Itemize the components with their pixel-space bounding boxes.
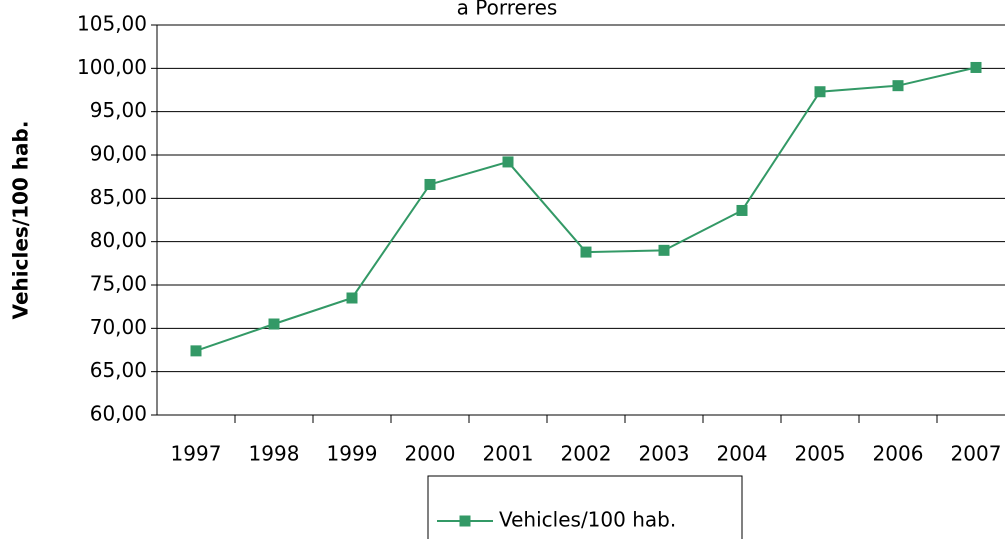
data-point [892,80,904,92]
series-line [195,66,977,352]
data-point [190,345,202,357]
y-tick-label: 85,00 [90,185,147,209]
x-tick-label: 1999 [327,442,378,466]
x-tick-label: 2005 [795,442,846,466]
data-point [814,86,826,98]
chart-title: a Porreres [457,0,558,20]
x-tick-label: 2003 [639,442,690,466]
y-tick-label: 90,00 [90,142,147,166]
x-tick-label: 2001 [483,442,534,466]
legend-box [427,475,743,539]
y-tick-label: 105,00 [77,12,147,36]
x-tick-label: 1997 [171,442,222,466]
x-tick-label: 2004 [717,442,768,466]
y-tick-label: 80,00 [90,228,147,252]
y-tick-label: 100,00 [77,55,147,79]
x-tick-label: 2007 [951,442,1002,466]
y-axis-label: Vehicles/100 hab. [9,121,33,320]
y-tick-label: 60,00 [90,402,147,426]
x-tick-label: 2006 [873,442,924,466]
legend-label: Vehicles/100 hab. [499,508,676,532]
data-point [580,246,592,258]
y-tick-label: 95,00 [90,98,147,122]
y-tick-label: 75,00 [90,272,147,296]
x-tick-label: 2000 [405,442,456,466]
y-tick-label: 65,00 [90,358,147,382]
x-tick-label: 1998 [249,442,300,466]
data-point [346,292,358,304]
y-tick-label: 70,00 [90,315,147,339]
data-point [502,156,514,168]
data-point [736,204,748,216]
legend-marker [459,515,471,527]
x-tick-label: 2002 [561,442,612,466]
data-point [268,318,280,330]
data-point [970,61,982,73]
data-point [658,244,670,256]
data-point [424,178,436,190]
